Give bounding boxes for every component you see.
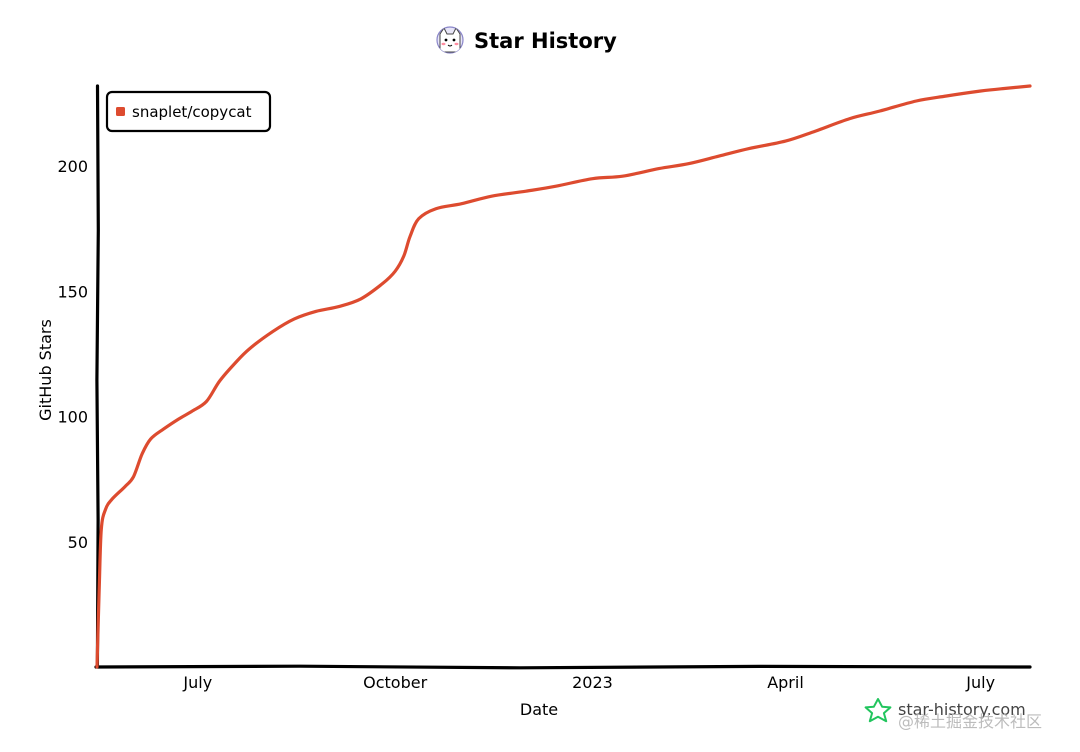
legend-box [105,90,272,133]
star-history-cat-icon [436,26,464,54]
y-tick-label: 100 [57,408,88,427]
x-tick-label: July [182,673,212,692]
x-tick-label: October [363,673,427,692]
axes [94,84,1032,670]
x-axis-ticks: July October 2023 April July [182,673,995,692]
chart-title: Star History [474,29,617,53]
y-axis-line [95,84,100,669]
x-axis-line [94,664,1032,670]
series-line-snaplet-copycat [95,84,1032,669]
legend-label: snaplet/copycat [132,103,252,121]
brand-url: star-history.com [898,700,1026,719]
y-tick-label: 200 [57,157,88,176]
y-tick-label: 50 [68,533,88,552]
star-history-branding[interactable]: star-history.com [864,698,1026,723]
y-tick-label: 150 [57,282,88,301]
x-tick-label: 2023 [572,673,613,692]
legend-swatch [116,107,125,116]
x-axis-label: Date [520,700,558,719]
x-tick-label: April [767,673,804,692]
chart-header: Star History [436,26,617,54]
chart-legend: snaplet/copycat [105,90,272,133]
y-axis-label: GitHub Stars [36,319,55,421]
star-outline-icon [864,698,892,723]
x-tick-label: July [965,673,995,692]
y-axis-ticks: 50 100 150 200 [57,157,88,552]
watermark-text: @稀土掘金技术社区 [898,712,1042,731]
